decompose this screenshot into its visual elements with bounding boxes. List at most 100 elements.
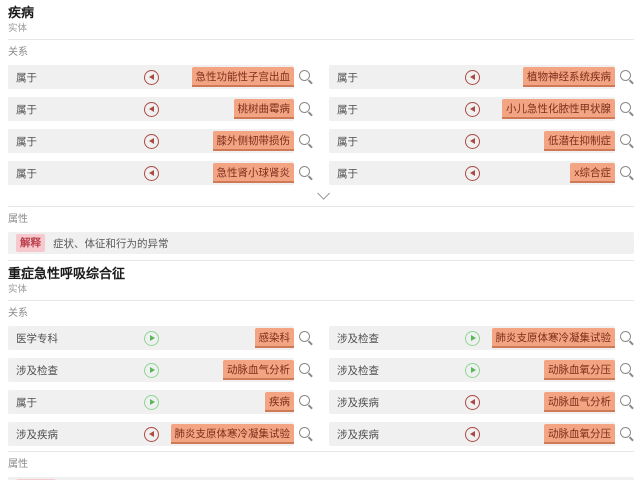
relation-row[interactable]: 属于 植物神经系统疾病	[329, 65, 634, 89]
direction-in-icon	[144, 69, 160, 85]
property-value: 症状、体征和行为的异常	[53, 237, 169, 250]
entity-title: 重症急性呼吸综合征	[8, 266, 126, 281]
direction-in-icon	[144, 426, 160, 442]
relation-bar: 涉及疾病 动脉血氧分压	[329, 422, 615, 446]
arrow-glyph	[469, 170, 475, 176]
direction-in-icon	[465, 426, 481, 442]
direction-in-icon	[144, 165, 160, 181]
direction-in-icon	[144, 101, 160, 117]
search-icon[interactable]	[620, 363, 631, 374]
chevron-down-icon[interactable]	[316, 187, 330, 200]
relation-target-area: 动脉血氧分压	[480, 424, 615, 444]
search-icon[interactable]	[620, 70, 631, 81]
arrow-glyph	[469, 138, 475, 144]
entity-tag[interactable]: 急性功能性子宫出血	[191, 67, 294, 87]
search-icon[interactable]	[620, 102, 631, 113]
relation-type-label: 涉及疾病	[337, 396, 379, 409]
divider	[8, 300, 634, 301]
relation-bar: 属于 桃树曲霉病	[8, 97, 294, 121]
search-icon[interactable]	[299, 427, 310, 438]
collapse-row	[8, 187, 634, 201]
direction-in-icon	[465, 69, 481, 85]
relation-bar: 属于 植物神经系统疾病	[329, 65, 615, 89]
relation-bar: 属于 x综合症	[329, 161, 615, 185]
entity-tag[interactable]: 动脉血气分析	[223, 360, 294, 380]
relation-row[interactable]: 属于 桃树曲霉病	[8, 97, 313, 121]
relation-type-label: 涉及疾病	[16, 428, 58, 441]
relation-type-label: 属于	[337, 167, 358, 180]
entity-tag[interactable]: 小儿急性化脓性甲状腺	[502, 99, 615, 119]
relation-bar: 涉及检查 肺炎支原体寒冷凝集试验	[329, 326, 615, 350]
search-icon[interactable]	[620, 134, 631, 145]
divider	[8, 39, 634, 40]
entity-tag[interactable]: 膝外侧韧带损伤	[212, 131, 294, 151]
entity-tag[interactable]: 桃树曲霉病	[233, 99, 294, 119]
entity-tag[interactable]: 低潜在抑制症	[544, 131, 615, 151]
relation-bar: 涉及疾病 动脉血气分析	[329, 390, 615, 414]
direction-out-icon	[144, 362, 160, 378]
arrow-glyph	[469, 399, 475, 405]
relation-row[interactable]: 涉及疾病 肺炎支原体寒冷凝集试验	[8, 422, 313, 446]
properties-label: 属性	[8, 459, 28, 470]
arrow-glyph	[149, 367, 155, 373]
divider	[8, 451, 634, 452]
relations-grid: 医学专科 感染科 涉及检查 肺炎支原体寒冷凝集试验 涉及检查 动脉血气分析 涉及检查 动脉血氧…	[8, 326, 634, 446]
relation-target-area: 肺炎支原体寒冷凝集试验	[159, 424, 294, 444]
entity-tag[interactable]: 感染科	[254, 328, 294, 348]
relation-bar: 涉及疾病 肺炎支原体寒冷凝集试验	[8, 422, 294, 446]
relation-type-label: 属于	[337, 71, 358, 84]
entity-tag[interactable]: 急性肾小球肾炎	[212, 163, 294, 183]
search-icon[interactable]	[299, 134, 310, 145]
search-icon[interactable]	[299, 102, 310, 113]
direction-in-icon	[465, 394, 481, 410]
entity-tag[interactable]: 动脉血氧分压	[544, 424, 615, 444]
relation-row[interactable]: 涉及疾病 动脉血气分析	[329, 390, 634, 414]
relation-type-label: 属于	[16, 135, 37, 148]
relation-row[interactable]: 属于 低潜在抑制症	[329, 129, 634, 153]
arrow-glyph	[149, 399, 155, 405]
relation-type-label: 涉及检查	[16, 364, 58, 377]
direction-out-icon	[144, 330, 160, 346]
relation-target-area: 动脉血气分析	[480, 392, 615, 412]
search-icon[interactable]	[299, 166, 310, 177]
relation-row[interactable]: 属于 小儿急性化脓性甲状腺	[329, 97, 634, 121]
relation-row[interactable]: 涉及检查 肺炎支原体寒冷凝集试验	[329, 326, 634, 350]
entity-tag[interactable]: 动脉血气分析	[544, 392, 615, 412]
entity-tag[interactable]: x综合症	[570, 163, 615, 183]
search-icon[interactable]	[299, 70, 310, 81]
entity-tag[interactable]: 肺炎支原体寒冷凝集试验	[170, 424, 294, 444]
entity-type-label: 实体	[8, 23, 28, 34]
entity-tag[interactable]: 肺炎支原体寒冷凝集试验	[491, 328, 615, 348]
relation-bar: 属于 急性肾小球肾炎	[8, 161, 294, 185]
relation-bar: 属于 小儿急性化脓性甲状腺	[329, 97, 615, 121]
property-row: 解释 症状、体征和行为的异常	[8, 232, 634, 254]
relation-bar: 属于 膝外侧韧带损伤	[8, 129, 294, 153]
search-icon[interactable]	[620, 166, 631, 177]
relation-row[interactable]: 涉及疾病 动脉血氧分压	[329, 422, 634, 446]
entity-tag[interactable]: 动脉血氧分压	[544, 360, 615, 380]
relation-row[interactable]: 属于 x综合症	[329, 161, 634, 185]
relation-row[interactable]: 属于 疾病	[8, 390, 313, 414]
relation-row[interactable]: 属于 急性功能性子宫出血	[8, 65, 313, 89]
search-icon[interactable]	[620, 427, 631, 438]
search-icon[interactable]	[299, 363, 310, 374]
search-icon[interactable]	[299, 395, 310, 406]
arrow-glyph	[149, 335, 155, 341]
relation-type-label: 属于	[16, 167, 37, 180]
arrow-glyph	[469, 431, 475, 437]
arrow-glyph	[148, 431, 154, 437]
search-icon[interactable]	[299, 331, 310, 342]
relation-type-label: 医学专科	[16, 332, 58, 345]
relation-row[interactable]: 涉及检查 动脉血氧分压	[329, 358, 634, 382]
divider	[8, 206, 634, 207]
entity-tag[interactable]: 植物神经系统疾病	[523, 67, 615, 87]
relation-row[interactable]: 医学专科 感染科	[8, 326, 313, 350]
search-icon[interactable]	[620, 331, 631, 342]
relation-type-label: 属于	[16, 71, 37, 84]
entity-tag[interactable]: 疾病	[265, 392, 294, 412]
relation-row[interactable]: 属于 膝外侧韧带损伤	[8, 129, 313, 153]
search-icon[interactable]	[620, 395, 631, 406]
divider	[8, 260, 634, 261]
relation-row[interactable]: 涉及检查 动脉血气分析	[8, 358, 313, 382]
relation-row[interactable]: 属于 急性肾小球肾炎	[8, 161, 313, 185]
